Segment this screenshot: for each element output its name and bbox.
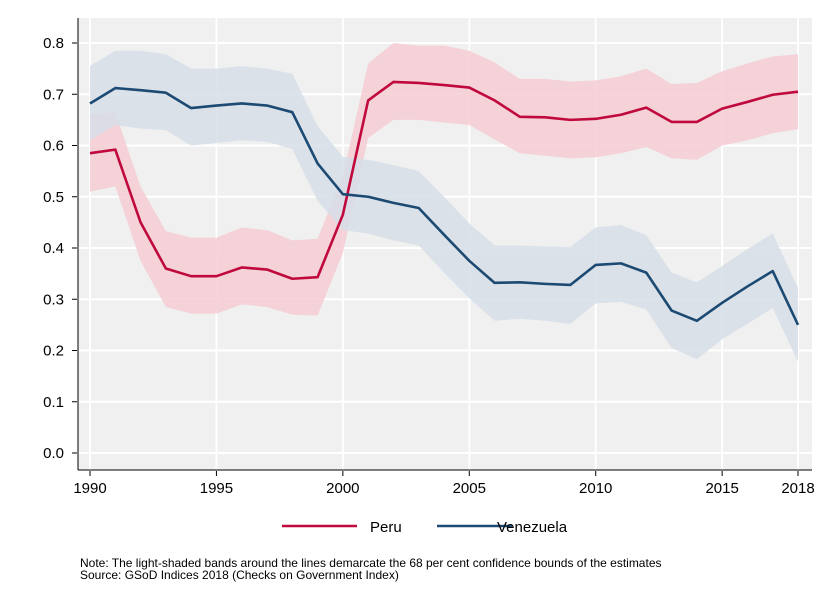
confidence-bands — [90, 43, 798, 362]
y-tick-label: 0.4 — [43, 240, 64, 257]
confidence-band-venezuela — [90, 50, 798, 362]
x-tick-label: 2015 — [705, 480, 738, 497]
y-tick-label: 0.6 — [43, 138, 64, 155]
y-tick-label: 0.8 — [43, 35, 64, 52]
x-tick-label: 1990 — [73, 480, 106, 497]
x-tick-label: 2000 — [326, 480, 359, 497]
y-tick-label: 0.2 — [43, 343, 64, 360]
legend-label-peru: Peru — [370, 519, 402, 536]
y-tick-label: 0.3 — [43, 291, 64, 308]
legend: Peru Venezuela — [282, 519, 568, 536]
series-line-venezuela — [89, 86, 800, 326]
x-tick-label: 2010 — [579, 480, 612, 497]
y-tick-label: 0.0 — [43, 445, 64, 462]
axes: 0.0 0.1 0.2 0.3 0.4 0.5 0.6 0.7 0.8 1990 1995 2000 2… — [43, 18, 815, 497]
x-tick-label: 2018 — [781, 480, 814, 497]
confidence-band-peru — [90, 43, 798, 316]
source-text: Source: GSoD Indices 2018 (Checks on Gov… — [80, 568, 399, 582]
y-tick-label: 0.1 — [43, 394, 64, 411]
note-text: Note: The light-shaded bands around the … — [80, 556, 662, 570]
x-tick-label: 1995 — [200, 480, 233, 497]
series-lines — [89, 80, 800, 326]
x-tick-label: 2005 — [453, 480, 486, 497]
y-tick-label: 0.5 — [43, 189, 64, 206]
series-line-peru — [89, 80, 799, 281]
legend-label-venezuela: Venezuela — [497, 519, 568, 536]
y-tick-label: 0.7 — [43, 86, 64, 103]
